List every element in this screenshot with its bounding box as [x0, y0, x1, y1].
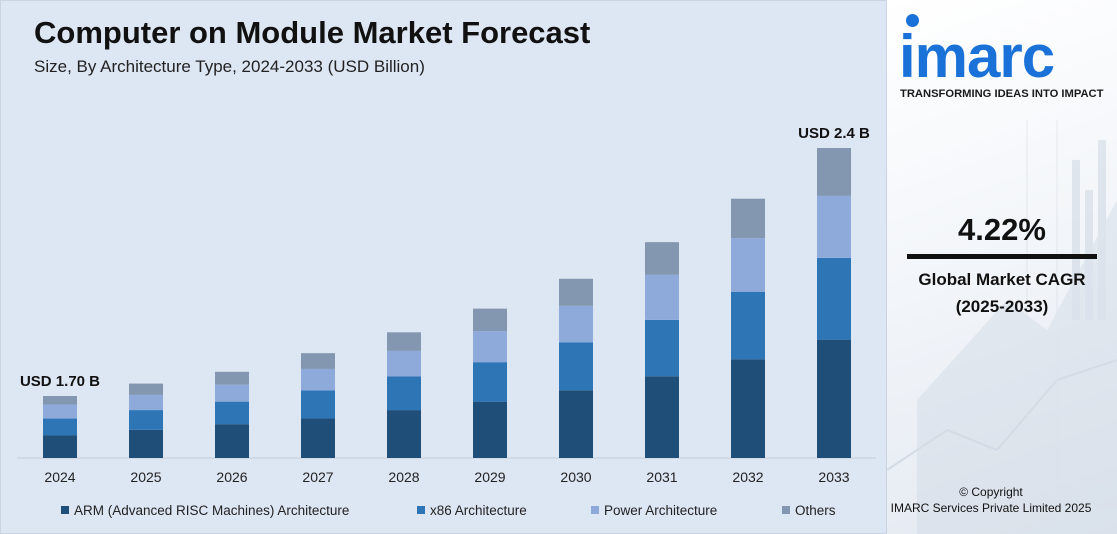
x-tick-label-2029: 2029	[474, 469, 505, 485]
bar-segment-2026-series-1	[215, 401, 249, 425]
chart-panel: Computer on Module Market Forecast Size,…	[0, 0, 887, 534]
legend-swatch-3	[782, 506, 790, 514]
bar-segment-2027-series-0	[301, 418, 335, 458]
legend-label-2: Power Architecture	[604, 503, 717, 518]
bar-segment-2033-series-1	[817, 257, 851, 340]
bar-segment-2028-series-2	[387, 350, 421, 377]
bar-segment-2030-series-2	[559, 305, 593, 343]
cagr-divider	[907, 254, 1097, 259]
bar-segment-2026-series-3	[215, 371, 249, 385]
x-tick-label-2026: 2026	[216, 469, 247, 485]
bar-segment-2033-series-2	[817, 195, 851, 258]
imarc-logo: imarc TRANSFORMING IDEAS INTO IMPACT	[899, 12, 1109, 100]
legend-swatch-0	[61, 506, 69, 514]
bar-segment-2024-series-2	[43, 404, 77, 419]
bar-segment-2033-series-0	[817, 339, 851, 458]
bar-segment-2026-series-2	[215, 384, 249, 402]
cagr-period: (2025-2033)	[955, 297, 1049, 316]
bar-segment-2028-series-3	[387, 332, 421, 351]
annotation-2024: USD 1.70 B	[20, 373, 100, 390]
bar-segment-2029-series-1	[473, 362, 507, 402]
bar-segment-2030-series-0	[559, 390, 593, 458]
bar-segment-2032-series-1	[731, 291, 765, 360]
bar-segment-2028-series-1	[387, 376, 421, 411]
annotation-2033: USD 2.4 B	[798, 125, 870, 142]
x-tick-label-2031: 2031	[646, 469, 677, 485]
copyright-symbol-line: © Copyright	[959, 485, 1023, 499]
bar-segment-2026-series-0	[215, 424, 249, 458]
bar-segment-2027-series-3	[301, 353, 335, 369]
bar-segment-2030-series-3	[559, 278, 593, 306]
cagr-label: Global Market CAGR	[918, 270, 1086, 289]
legend-swatch-1	[417, 506, 425, 514]
bar-segment-2031-series-1	[645, 319, 679, 377]
bar-segment-2024-series-0	[43, 435, 77, 458]
bar-segment-2027-series-1	[301, 390, 335, 419]
bar-segment-2025-series-3	[129, 383, 163, 395]
chart-title: Computer on Module Market Forecast	[34, 15, 591, 50]
legend-swatch-2	[591, 506, 599, 514]
bar-segment-2031-series-0	[645, 376, 679, 458]
bar-segment-2025-series-1	[129, 410, 163, 430]
x-tick-label-2027: 2027	[302, 469, 333, 485]
bar-segment-2032-series-2	[731, 238, 765, 292]
bar-segment-2027-series-2	[301, 368, 335, 391]
bar-segment-2032-series-0	[731, 359, 765, 458]
logo-wordmark: imarc	[899, 23, 1055, 90]
bar-segment-2031-series-3	[645, 242, 679, 275]
stacked-bar-chart: 2024 2025 2026 2027 2028 2029 2030 2031 2032 2033…	[17, 125, 876, 518]
bar-segment-2028-series-0	[387, 410, 421, 458]
legend-label-3: Others	[795, 503, 836, 518]
cagr-value: 4.22%	[958, 212, 1046, 247]
bar-segment-2029-series-0	[473, 401, 507, 458]
bar-segment-2030-series-1	[559, 342, 593, 391]
logo-tagline: TRANSFORMING IDEAS INTO IMPACT	[900, 88, 1104, 100]
chart-subtitle: Size, By Architecture Type, 2024-2033 (U…	[34, 57, 425, 76]
bar-segment-2025-series-2	[129, 394, 163, 411]
x-tick-label-2025: 2025	[130, 469, 161, 485]
bar-segment-2024-series-1	[43, 418, 77, 436]
x-tick-label-2028: 2028	[388, 469, 419, 485]
legend-label-0: ARM (Advanced RISC Machines) Architectur…	[74, 503, 349, 518]
legend-label-1: x86 Architecture	[430, 503, 527, 518]
bar-segment-2033-series-3	[817, 148, 851, 196]
x-tick-label-2024: 2024	[44, 469, 75, 485]
side-panel: imarc TRANSFORMING IDEAS INTO IMPACT 4.2…	[887, 0, 1117, 534]
bar-segment-2029-series-2	[473, 331, 507, 363]
bar-segment-2024-series-3	[43, 396, 77, 405]
bar-segment-2032-series-3	[731, 198, 765, 239]
x-tick-label-2030: 2030	[560, 469, 591, 485]
x-tick-label-2033: 2033	[818, 469, 849, 485]
copyright-holder: IMARC Services Private Limited 2025	[890, 501, 1092, 515]
logo-dot-icon	[906, 14, 919, 27]
bar-segment-2025-series-0	[129, 429, 163, 458]
bar-segment-2029-series-3	[473, 308, 507, 332]
bar-segment-2031-series-2	[645, 274, 679, 320]
x-tick-label-2032: 2032	[732, 469, 763, 485]
